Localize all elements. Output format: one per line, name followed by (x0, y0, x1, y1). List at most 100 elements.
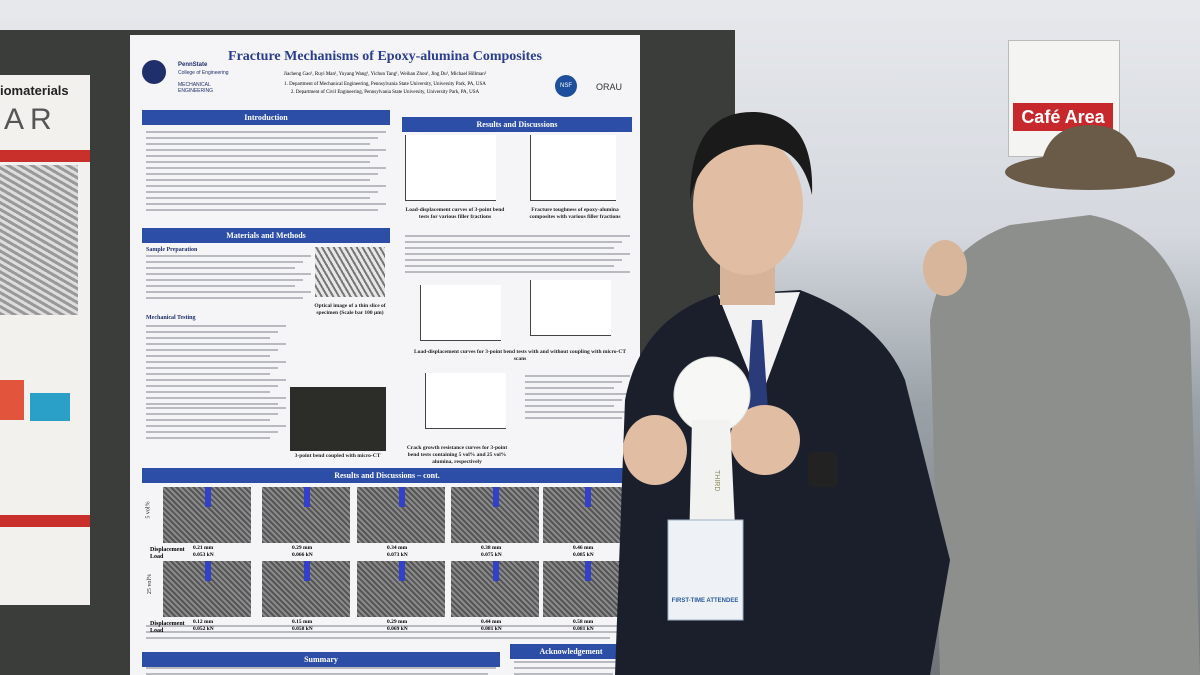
poster-title: Fracture Mechanisms of Epoxy-alumina Com… (228, 49, 542, 64)
text-line (146, 631, 618, 633)
poster: Fracture Mechanisms of Epoxy-alumina Com… (130, 35, 640, 675)
text-line (146, 291, 311, 293)
notch (493, 561, 499, 581)
section-heading: Acknowledgement (510, 644, 632, 659)
ct-label: 0.12 mm (193, 619, 214, 625)
logo-text: College of Engineering (178, 70, 229, 76)
sign-text: Café Area (1013, 103, 1113, 131)
subheading: Sample Preparation (146, 247, 198, 253)
notch (304, 561, 310, 581)
notch (493, 487, 499, 507)
text-line (146, 267, 295, 269)
ct-image (357, 561, 445, 617)
row-label: Displacement (150, 547, 185, 553)
hair (690, 111, 813, 200)
text-line (146, 143, 370, 145)
text-line (146, 179, 370, 181)
text-line (146, 413, 278, 415)
text-line (146, 425, 286, 427)
text-line (146, 331, 278, 333)
ct-label: 0.29 mm (292, 545, 313, 551)
hand (623, 415, 687, 485)
text-line (146, 431, 278, 433)
affiliation: 1. Department of Mechanical Engineering,… (284, 82, 486, 87)
notch (304, 487, 310, 507)
text-line (146, 155, 378, 157)
hat (1040, 125, 1140, 172)
ct-label: 0.21 mm (193, 545, 214, 551)
text-line (405, 241, 622, 243)
ct-label: 0.44 mm (481, 619, 502, 625)
chart-image (420, 285, 501, 341)
text-line (146, 273, 311, 275)
ct-label: 0.053 kN (193, 552, 214, 558)
chart-image (425, 373, 506, 429)
text-line (146, 355, 270, 357)
text-line (146, 397, 286, 399)
badge (667, 519, 744, 621)
red-bar (0, 515, 90, 527)
text-line (146, 325, 286, 327)
test-rig-photo (290, 387, 386, 451)
notch (205, 487, 211, 507)
text-line (146, 161, 370, 163)
ct-image (451, 561, 539, 617)
text-line (146, 279, 303, 281)
text-line (146, 131, 386, 133)
text-line (525, 387, 614, 389)
ct-image (262, 487, 350, 543)
text-line (146, 209, 378, 211)
text-line (146, 191, 378, 193)
text-line (146, 285, 295, 287)
row-label: Displacement (150, 621, 185, 627)
text-line (146, 385, 278, 387)
section-heading: Introduction (142, 110, 390, 125)
notch (399, 561, 405, 581)
text-line (146, 337, 270, 339)
text-line (146, 173, 378, 175)
text-line (146, 149, 386, 151)
text-line (146, 673, 488, 675)
ct-label: 0.069 kN (387, 626, 408, 632)
logo-text: PennState (178, 62, 208, 68)
notch (585, 487, 591, 507)
figure-caption: 3-point bend coupled with micro-CT (294, 453, 381, 459)
hand (730, 405, 800, 475)
watch (808, 452, 838, 487)
ct-label: 0.081 kN (573, 626, 594, 632)
ct-label: 0.081 kN (481, 626, 502, 632)
text-line (405, 265, 614, 267)
text-line (405, 259, 622, 261)
bar-left (0, 380, 24, 420)
text-line (525, 393, 630, 395)
nsf-logo: NSF (555, 75, 577, 97)
text-line (146, 185, 386, 187)
ct-image (357, 487, 445, 543)
red-bar (0, 150, 90, 162)
text-line (146, 379, 286, 381)
text-line (146, 373, 270, 375)
ct-image (163, 561, 251, 617)
ct-label: 0.075 kN (481, 552, 502, 558)
text-line (514, 661, 629, 663)
left-poster-title: iomaterials (0, 83, 69, 98)
face-background (923, 240, 967, 296)
section-heading: Materials and Methods (142, 228, 390, 243)
text-line (525, 399, 622, 401)
text-line (146, 137, 378, 139)
orau-logo: ORAU (596, 82, 623, 92)
text-line (514, 673, 613, 675)
text-line (146, 367, 278, 369)
text-line (146, 343, 286, 345)
text-line (525, 375, 630, 377)
ct-label: 0.29 mm (387, 619, 408, 625)
subheading: Mechanical Testing (146, 315, 196, 321)
left-poster-big: AR (4, 103, 58, 136)
section-heading: Results and Discussions (402, 117, 632, 132)
text-line (146, 437, 270, 439)
logo-text: MECHANICAL ENGINEERING (178, 82, 214, 94)
section-heading: Summary (142, 652, 500, 667)
figure-caption: Load-displacement curves for 3-point ben… (413, 349, 627, 362)
notch (585, 561, 591, 581)
